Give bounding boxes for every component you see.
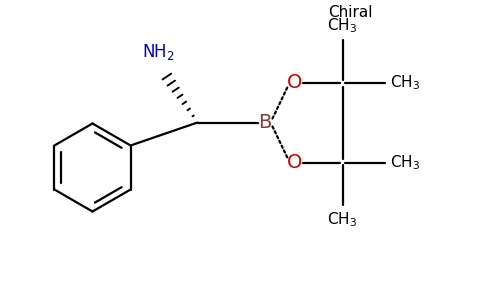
Text: CH$_3$: CH$_3$ [390, 153, 420, 172]
Text: B: B [258, 113, 272, 132]
Text: NH$_2$: NH$_2$ [142, 43, 175, 62]
Text: CH$_3$: CH$_3$ [390, 73, 420, 92]
Text: CH$_3$: CH$_3$ [328, 16, 358, 35]
Text: O: O [287, 73, 302, 92]
Text: O: O [287, 153, 302, 172]
Text: CH$_3$: CH$_3$ [328, 210, 358, 229]
Text: Chiral: Chiral [328, 5, 372, 20]
